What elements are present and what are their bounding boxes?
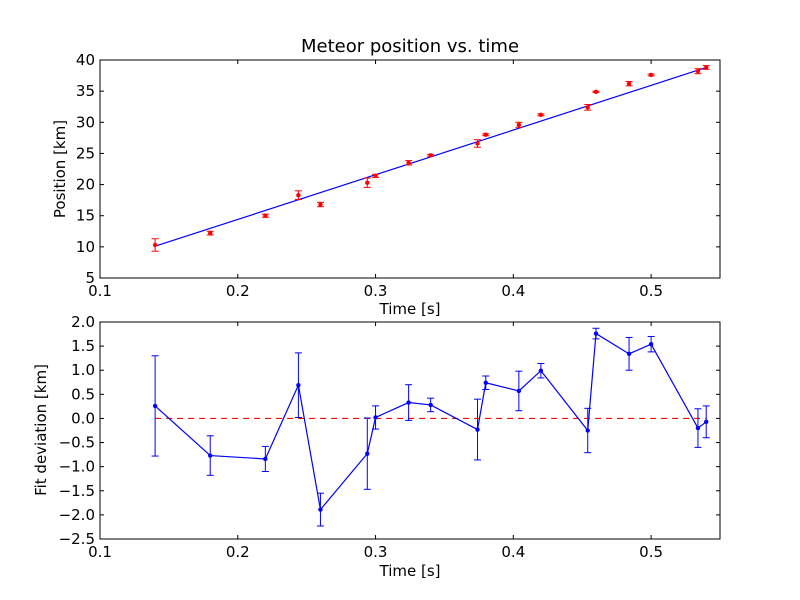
position-x-tick-label: 0.4	[501, 282, 525, 300]
position-y-tick-label: 20	[76, 176, 95, 194]
position-x-tick-label: 0.2	[226, 282, 250, 300]
position-plot: Meteor position vs. time 0.1 0.2 0.3 0.4 0.5…	[51, 36, 721, 318]
deviation-x-ticks: 0.1 0.2 0.3 0.4 0.5	[88, 322, 663, 561]
deviation-data	[151, 327, 710, 527]
deviation-y-tick-label: −1.0	[59, 458, 95, 476]
position-point	[263, 213, 268, 218]
deviation-y-tick-label: −1.5	[59, 482, 95, 500]
deviation-x-tick-label: 0.1	[88, 543, 112, 561]
position-y-tick-label: 5	[85, 269, 95, 287]
deviation-y-tick-label: 1.0	[71, 361, 95, 379]
deviation-point	[695, 425, 701, 431]
position-point	[626, 81, 632, 86]
deviation-point	[648, 341, 654, 347]
position-point	[516, 122, 522, 127]
position-point	[593, 89, 599, 94]
position-y-tick-label: 35	[76, 82, 95, 100]
position-point	[695, 69, 701, 74]
deviation-x-axis-label: Time [s]	[379, 562, 441, 580]
deviation-point	[373, 415, 378, 420]
position-point	[704, 65, 709, 70]
deviation-point	[585, 428, 590, 433]
position-point	[152, 242, 158, 248]
deviation-point	[296, 382, 301, 388]
deviation-y-tick-label: 1.5	[71, 337, 95, 355]
position-point	[538, 112, 544, 118]
position-y-tick-label: 40	[76, 51, 95, 69]
deviation-plot: 0.1 0.2 0.3 0.4 0.5 −2.5−2.0−1.5−1.0−0.50.00…	[32, 313, 721, 580]
deviation-y-ticks: −2.5 −2.0 −1.5 −1.0 −0.5 0.0 0.5 1.0 1.5 2.0	[59, 313, 720, 548]
deviation-point	[318, 507, 323, 512]
position-point	[296, 192, 301, 198]
position-point	[585, 105, 590, 110]
position-point	[428, 153, 433, 158]
position-x-tick-label: 0.1	[88, 282, 112, 300]
deviation-point	[152, 403, 158, 409]
deviation-x-tick-label: 0.2	[226, 543, 250, 561]
position-y-tick-label: 25	[76, 144, 95, 162]
position-point	[648, 72, 654, 78]
deviation-point	[208, 453, 213, 458]
position-point	[208, 230, 213, 236]
deviation-y-tick-label: 2.0	[71, 313, 95, 331]
deviation-point	[704, 419, 709, 425]
deviation-point	[406, 400, 411, 405]
deviation-y-tick-label: −0.5	[59, 434, 95, 452]
position-y-tick-label: 10	[76, 238, 95, 256]
deviation-point	[516, 388, 522, 394]
position-plot-frame	[99, 59, 721, 279]
position-point	[475, 141, 480, 146]
position-y-tick-label: 15	[76, 207, 95, 225]
chart-title: Meteor position vs. time	[301, 36, 519, 57]
deviation-point	[538, 368, 544, 373]
position-x-tick-label: 0.5	[639, 282, 663, 300]
position-data	[151, 65, 710, 252]
deviation-x-tick-label: 0.3	[364, 543, 388, 561]
deviation-point	[626, 351, 632, 357]
position-y-axis-label: Position [km]	[51, 120, 69, 218]
position-y-ticks: 5 10 15 20 25 30 35 40	[76, 51, 720, 287]
deviation-x-tick-label: 0.4	[501, 543, 525, 561]
deviation-y-tick-label: 0.5	[71, 385, 95, 403]
deviation-y-axis-label: Fit deviation [km]	[32, 364, 50, 496]
deviation-plot-frame	[99, 321, 721, 540]
position-x-axis-label: Time [s]	[379, 300, 441, 318]
deviation-point	[365, 451, 370, 456]
deviation-point	[593, 331, 599, 336]
position-point	[373, 173, 378, 179]
position-point	[406, 160, 411, 165]
position-point	[483, 132, 488, 137]
deviation-point	[483, 380, 488, 385]
position-y-tick-label: 30	[76, 113, 95, 131]
deviation-point	[475, 427, 480, 432]
position-point	[365, 180, 370, 185]
deviation-y-tick-label: −2.0	[59, 506, 95, 524]
position-x-ticks: 0.1 0.2 0.3 0.4 0.5	[88, 60, 663, 300]
deviation-x-tick-label: 0.5	[639, 543, 663, 561]
position-point	[318, 202, 323, 207]
deviation-point	[428, 402, 433, 408]
deviation-y-tick-label: −2.5	[59, 530, 95, 548]
deviation-y-tick-label: 0.0	[71, 409, 95, 427]
position-x-tick-label: 0.3	[364, 282, 388, 300]
deviation-point	[263, 456, 268, 462]
